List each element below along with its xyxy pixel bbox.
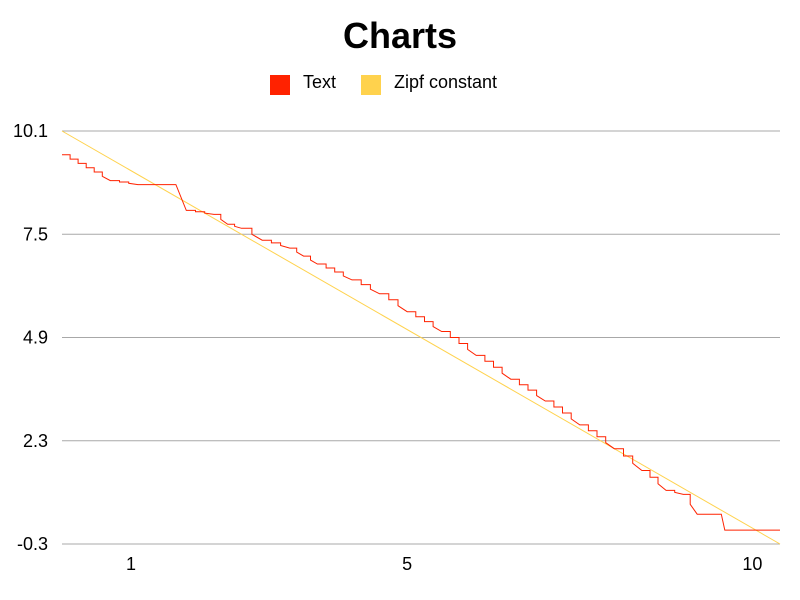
series-layer bbox=[61, 130, 781, 545]
legend-label-zipf: Zipf constant bbox=[394, 72, 497, 92]
x-axis: 1 5 10 bbox=[126, 554, 762, 574]
x-tick-label: 1 bbox=[126, 554, 136, 574]
x-tick-label: 10 bbox=[742, 554, 762, 574]
x-tick-label: 5 bbox=[402, 554, 412, 574]
y-tick-label: -0.3 bbox=[17, 534, 48, 554]
legend: Text Zipf constant bbox=[270, 72, 497, 95]
legend-swatch-text bbox=[270, 75, 290, 95]
y-tick-label: 7.5 bbox=[23, 224, 48, 244]
legend-swatch-zipf bbox=[361, 75, 381, 95]
y-tick-label: 10.1 bbox=[13, 121, 48, 141]
y-axis: 10.1 7.5 4.9 2.3 -0.3 bbox=[13, 121, 48, 554]
y-tick-label: 2.3 bbox=[23, 431, 48, 451]
legend-label-text: Text bbox=[303, 72, 336, 92]
series-line-text bbox=[62, 154, 780, 531]
y-tick-label: 4.9 bbox=[23, 328, 48, 348]
chart-title: Charts bbox=[343, 15, 457, 56]
